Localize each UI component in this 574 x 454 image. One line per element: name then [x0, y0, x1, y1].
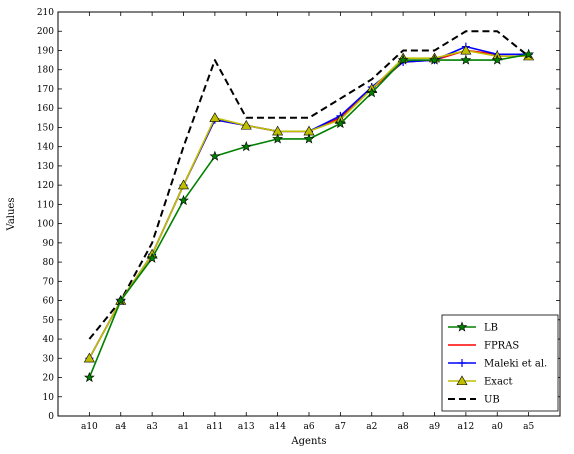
- series-2: [85, 42, 533, 363]
- y-tick-label: 90: [43, 239, 55, 249]
- data-point: [272, 133, 284, 144]
- legend-label: Exact: [484, 377, 513, 388]
- data-point: [460, 54, 472, 65]
- legend-marker: [458, 359, 466, 367]
- data-point: [429, 54, 440, 65]
- x-tick-label: a10: [81, 422, 98, 432]
- y-tick-label: 0: [48, 412, 54, 422]
- y-tick-label: 120: [37, 181, 54, 191]
- data-point: [366, 87, 378, 98]
- y-tick-label: 40: [43, 335, 55, 345]
- x-tick-label: a12: [457, 422, 474, 432]
- y-tick-label: 60: [43, 297, 55, 307]
- legend-marker: [456, 321, 468, 332]
- legend-label: Maleki et al.: [484, 359, 547, 370]
- data-point: [303, 133, 315, 144]
- y-tick-label: 110: [37, 200, 54, 210]
- data-point: [177, 179, 190, 190]
- legend-label: LB: [484, 323, 498, 334]
- data-point: [460, 44, 472, 55]
- data-point: [397, 54, 409, 65]
- y-tick-label: 70: [43, 277, 55, 287]
- series-line: [88, 45, 529, 359]
- series-0: [83, 48, 535, 383]
- y-tick-label: 80: [43, 258, 55, 268]
- x-tick-label: a8: [398, 422, 409, 432]
- data-point: [209, 150, 221, 161]
- axis-ticks: 0 10 20 30 40 50 60 70 80 90 100 110 120 130 140 150 160…: [37, 8, 560, 432]
- series-layer: [83, 30, 535, 383]
- data-point: [209, 112, 221, 122]
- y-tick-label: 150: [37, 123, 54, 133]
- series-line: [88, 30, 530, 340]
- data-point: [334, 117, 346, 129]
- x-tick-label: a13: [238, 422, 255, 432]
- series-line: [88, 49, 529, 359]
- legend-marker: [456, 375, 468, 386]
- y-tick-label: 100: [37, 220, 54, 230]
- x-tick-label: a5: [523, 422, 534, 432]
- y-tick-label: 140: [37, 143, 54, 153]
- legend-label: FPRAS: [484, 341, 519, 352]
- data-point: [115, 294, 127, 306]
- data-point: [240, 119, 252, 130]
- y-tick-label: 50: [43, 316, 55, 326]
- y-tick-label: 200: [37, 27, 54, 37]
- x-tick-label: a1: [178, 422, 189, 432]
- x-tick-label: a9: [429, 422, 440, 432]
- x-tick-label: a6: [303, 422, 314, 432]
- x-tick-label: a0: [492, 422, 503, 432]
- y-tick-label: 30: [43, 354, 55, 364]
- series-1: [88, 49, 529, 359]
- data-point: [83, 352, 95, 363]
- x-tick-label: a7: [335, 422, 346, 432]
- series-4: [88, 30, 530, 340]
- x-tick-label: a11: [206, 422, 223, 432]
- y-axis-title: Values: [6, 198, 17, 232]
- y-tick-label: 160: [37, 104, 54, 114]
- data-point: [491, 54, 503, 65]
- y-tick-label: 180: [37, 66, 54, 76]
- legend-label: UB: [484, 395, 500, 406]
- x-tick-label: a3: [147, 422, 158, 432]
- y-tick-label: 170: [37, 85, 54, 95]
- data-point: [146, 252, 158, 263]
- x-tick-label: a14: [269, 422, 286, 432]
- y-tick-label: 20: [43, 374, 55, 384]
- legend: LB FPRAS Maleki et al. Exact UB: [441, 314, 559, 412]
- data-point: [523, 48, 535, 59]
- y-tick-label: 210: [37, 8, 54, 18]
- series-3: [83, 44, 535, 363]
- data-point: [178, 194, 189, 206]
- series-line: [88, 49, 529, 359]
- data-point: [240, 141, 252, 152]
- data-point: [83, 371, 95, 383]
- x-axis-title: Agents: [290, 436, 326, 447]
- x-tick-label: a2: [366, 422, 377, 432]
- y-tick-label: 10: [43, 393, 55, 403]
- x-tick-label: a4: [115, 422, 126, 432]
- y-tick-label: 190: [37, 46, 54, 56]
- y-tick-label: 130: [37, 162, 54, 172]
